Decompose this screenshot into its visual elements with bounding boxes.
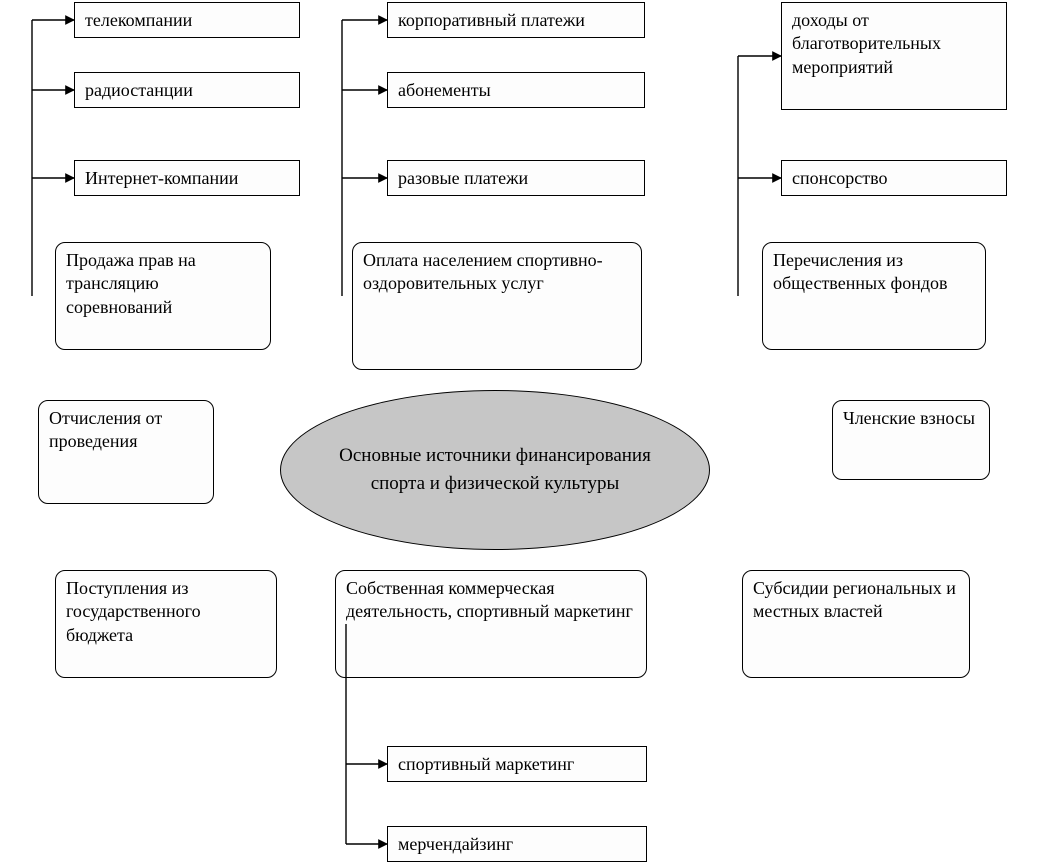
bot-left: Поступления из государственного бюджета	[55, 570, 277, 678]
col3-child-1: спонсорство	[781, 160, 1007, 196]
col1-child-2: Интернет-компании	[74, 160, 300, 196]
col1-child-0: телекомпании	[74, 2, 300, 38]
col1-child-1: радиостанции	[74, 72, 300, 108]
bot-mid-child-0: спортивный маркетинг	[387, 746, 647, 782]
col1-parent: Продажа прав на трансляцию соревнований	[55, 242, 271, 350]
mid-left: Отчисления от проведения	[38, 400, 214, 504]
col2-child-0: корпоративный платежи	[387, 2, 645, 38]
center-ellipse: Основные источники финансирования спорта…	[280, 390, 710, 550]
col2-child-1: абонементы	[387, 72, 645, 108]
bot-mid-parent: Собственная коммерческая деятельность, с…	[335, 570, 647, 678]
col3-child-0: доходы от благотворительных мероприятий	[781, 2, 1007, 110]
mid-right: Членские взносы	[832, 400, 990, 480]
col2-child-2: разовые платежи	[387, 160, 645, 196]
col3-parent: Перечисления из общественных фондов	[762, 242, 986, 350]
bot-mid-child-1: мерчендайзинг	[387, 826, 647, 862]
bot-right: Субсидии региональных и местных властей	[742, 570, 970, 678]
col2-parent: Оплата населением спортивно-оздоровитель…	[352, 242, 642, 370]
